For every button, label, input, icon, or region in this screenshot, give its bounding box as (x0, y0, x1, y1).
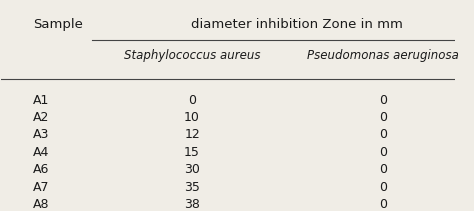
Text: A2: A2 (33, 111, 50, 124)
Text: Staphylococcus aureus: Staphylococcus aureus (124, 49, 260, 62)
Text: 0: 0 (379, 94, 387, 107)
Text: 0: 0 (379, 198, 387, 211)
Text: A7: A7 (33, 181, 50, 194)
Text: 0: 0 (379, 163, 387, 176)
Text: A8: A8 (33, 198, 50, 211)
Text: A6: A6 (33, 163, 50, 176)
Text: Sample: Sample (33, 18, 83, 31)
Text: Pseudomonas aeruginosa: Pseudomonas aeruginosa (307, 49, 459, 62)
Text: 0: 0 (188, 94, 196, 107)
Text: 0: 0 (379, 128, 387, 141)
Text: A3: A3 (33, 128, 50, 141)
Text: 35: 35 (184, 181, 200, 194)
Text: diameter inhibition Zone in mm: diameter inhibition Zone in mm (191, 18, 402, 31)
Text: 0: 0 (379, 181, 387, 194)
Text: 0: 0 (379, 146, 387, 159)
Text: 12: 12 (184, 128, 200, 141)
Text: 0: 0 (379, 111, 387, 124)
Text: A1: A1 (33, 94, 50, 107)
Text: 38: 38 (184, 198, 200, 211)
Text: 10: 10 (184, 111, 200, 124)
Text: 30: 30 (184, 163, 200, 176)
Text: 15: 15 (184, 146, 200, 159)
Text: A4: A4 (33, 146, 50, 159)
